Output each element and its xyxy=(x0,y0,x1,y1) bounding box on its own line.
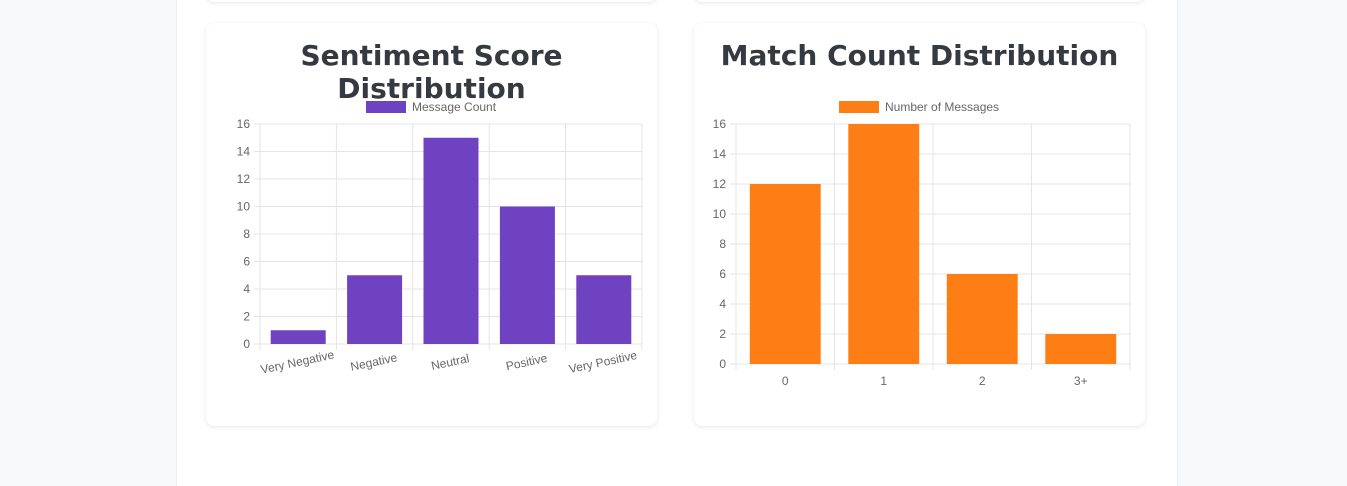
bar xyxy=(499,206,555,344)
y-tick-label: 16 xyxy=(237,117,251,131)
y-tick-label: 4 xyxy=(243,282,250,296)
y-tick-label: 8 xyxy=(243,227,250,241)
chart-title: Match Count Distribution xyxy=(720,39,1119,72)
y-tick-label: 12 xyxy=(237,172,251,186)
x-tick-label: Very Negative xyxy=(259,347,335,376)
legend: Message Count xyxy=(366,100,497,114)
y-tick-label: 16 xyxy=(713,117,727,131)
card-above-left xyxy=(206,0,657,2)
bar xyxy=(576,275,632,344)
y-tick-label: 2 xyxy=(243,310,250,324)
sentiment-bar-chart: Message Count 0 2 4 6 8 10 12 14 16 Very Negative N… xyxy=(237,100,643,377)
bar xyxy=(270,330,326,344)
x-tick-label: 3+ xyxy=(1074,374,1088,388)
legend-swatch xyxy=(839,101,879,113)
bar xyxy=(848,124,920,364)
chart-title: Sentiment Score Distribution xyxy=(300,39,563,105)
legend-swatch xyxy=(366,101,406,113)
y-tick-label: 12 xyxy=(713,177,727,191)
x-tick-label: 1 xyxy=(880,374,887,388)
x-tick-label: Neutral xyxy=(430,351,471,373)
y-tick-label: 0 xyxy=(719,357,726,371)
x-tick-label: Very Positive xyxy=(568,348,639,376)
y-tick-label: 10 xyxy=(237,200,251,214)
bar xyxy=(749,184,821,364)
x-tick-label: Positive xyxy=(505,351,549,373)
y-tick-label: 6 xyxy=(719,267,726,281)
legend: Number of Messages xyxy=(839,100,999,114)
legend-label: Number of Messages xyxy=(885,100,999,114)
x-tick-label: Negative xyxy=(349,350,399,374)
y-tick-label: 14 xyxy=(713,147,727,161)
x-tick-label: 0 xyxy=(782,374,789,388)
bar xyxy=(946,274,1018,364)
legend-label: Message Count xyxy=(412,100,497,114)
bar xyxy=(1045,334,1117,364)
bar xyxy=(423,137,479,344)
y-tick-label: 14 xyxy=(237,145,251,159)
bar xyxy=(347,275,403,344)
y-tick-label: 8 xyxy=(719,237,726,251)
y-tick-label: 4 xyxy=(719,297,726,311)
match-count-chart-card: Match Count Distribution Number of Messa… xyxy=(694,23,1145,426)
card-above-right xyxy=(694,0,1145,2)
y-tick-label: 0 xyxy=(243,337,250,351)
y-tick-label: 2 xyxy=(719,327,726,341)
y-tick-label: 6 xyxy=(243,255,250,269)
sentiment-chart-card: Sentiment Score Distribution Message Cou… xyxy=(206,23,657,426)
x-tick-label: 2 xyxy=(979,374,986,388)
y-tick-label: 10 xyxy=(713,207,727,221)
